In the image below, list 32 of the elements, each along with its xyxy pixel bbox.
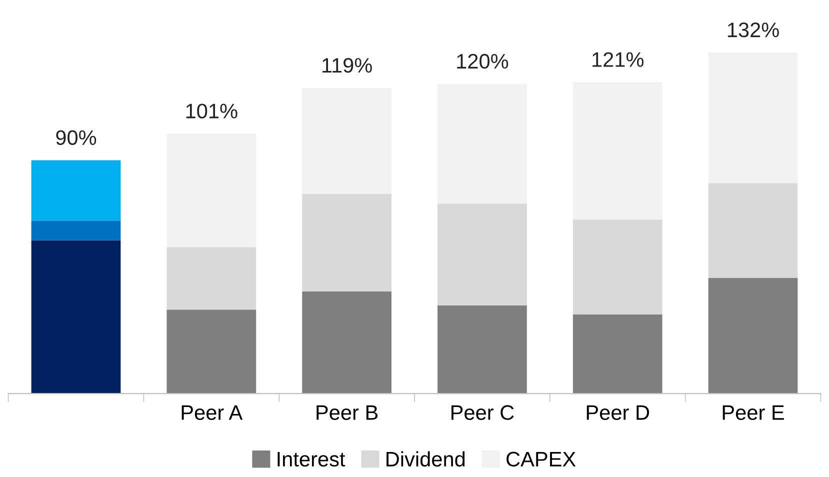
- legend-label: Dividend: [386, 451, 465, 467]
- bar: [708, 52, 798, 184]
- legend-label: Interest: [278, 452, 346, 467]
- bar: [166, 134, 256, 248]
- bar: [438, 204, 527, 306]
- x-tick-label: Peer D: [586, 405, 650, 420]
- text: 132%: [728, 22, 779, 38]
- bar: [302, 292, 392, 394]
- x-tick-label: Peer B: [316, 405, 378, 420]
- annotation: 119%: [322, 58, 372, 73]
- bar: [31, 220, 121, 240]
- annotation: 121%: [592, 52, 644, 67]
- x-tick-label: Peer C: [451, 405, 514, 420]
- bar: [166, 310, 256, 394]
- bar: [438, 84, 527, 204]
- annotation: 90%: [56, 130, 96, 146]
- bar: [708, 278, 798, 394]
- bar: [302, 88, 392, 194]
- x-tick-label: Peer A: [182, 405, 243, 420]
- annotation: 101%: [186, 104, 238, 118]
- bar: [302, 194, 392, 292]
- bar: [31, 240, 121, 394]
- bar: [438, 306, 527, 394]
- legend-label: CAPEX: [506, 452, 576, 467]
- bar: [572, 314, 662, 394]
- bar: [572, 220, 662, 314]
- bar: [572, 82, 662, 220]
- annotation: 120%: [457, 54, 508, 69]
- x-tick-label: Peer E: [722, 405, 784, 420]
- bar: [166, 247, 256, 310]
- bar: [708, 183, 798, 278]
- bar: [31, 160, 121, 221]
